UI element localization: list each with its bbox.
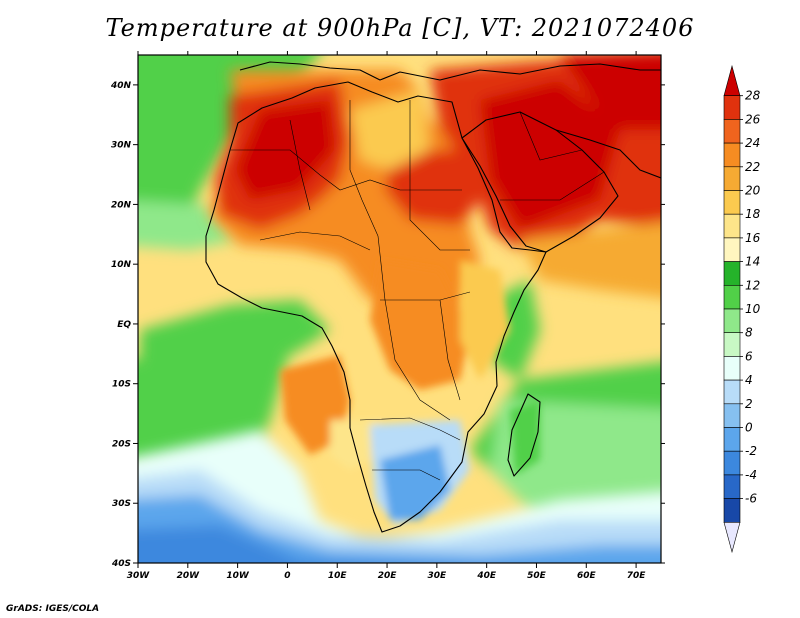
colorbar-swatch	[723, 427, 741, 452]
lon-label: 10W	[226, 571, 250, 581]
lat-label: 30S	[112, 499, 131, 509]
africa-coastline	[205, 81, 547, 533]
colorbar-swatch-bottom	[723, 521, 741, 554]
lat-label: 20N	[111, 200, 132, 210]
lat-label: 10S	[112, 380, 131, 390]
lon-label: 20E	[378, 571, 398, 581]
colorbar-label: 8	[745, 326, 753, 340]
lat-label: 40S	[111, 559, 131, 569]
colorbar-swatch	[723, 119, 741, 144]
colorbar-label: 12	[745, 278, 760, 292]
temperature-field	[138, 55, 661, 563]
colorbar-swatch	[723, 498, 741, 523]
colorbar-swatch	[723, 95, 741, 120]
lat-label: 20S	[112, 439, 131, 449]
lon-label: 0	[284, 571, 290, 581]
coastlines	[205, 61, 661, 533]
colorbar-swatch	[723, 332, 741, 357]
colorbar-swatch	[723, 450, 741, 476]
colorbar-label: -4	[745, 468, 757, 482]
country-borders	[230, 100, 605, 481]
field-southern-ocean-blue	[138, 495, 661, 563]
colorbar-label: 22	[745, 160, 760, 174]
map-title: Temperature at 900hPa [C], VT: 202107240…	[105, 14, 695, 42]
colorbar-swatch	[723, 237, 741, 262]
colorbar-swatch-top	[723, 64, 741, 96]
colorbar-swatch	[723, 403, 741, 428]
longitude-axis: 30W 20W 10W 0 10E 20E 30E 40E 50E 60E 70E	[127, 51, 647, 581]
colorbar-label: 4	[745, 373, 753, 387]
lon-label: 50E	[527, 571, 547, 581]
colorbar-label: 20	[745, 184, 761, 198]
colorbar-label: 26	[745, 112, 761, 126]
colorbar-label: 24	[745, 136, 760, 150]
field-southern-africa-blue	[380, 445, 450, 520]
field-arabian-sea-orange	[520, 222, 661, 298]
colorbar-label: 28	[745, 89, 761, 103]
plot-frame	[137, 54, 662, 564]
lat-label: EQ	[117, 320, 131, 330]
madagascar-coastline	[507, 393, 541, 477]
colorbar-swatch	[723, 356, 741, 381]
iran-coastline	[555, 129, 661, 179]
colorbar-swatch	[723, 213, 741, 239]
lon-label: 10E	[328, 571, 348, 581]
colorbar-swatch	[723, 379, 741, 405]
colorbar-label: 14	[745, 255, 760, 269]
field-sudan-red	[385, 150, 480, 225]
europe-coastline	[239, 61, 661, 81]
field-congo-orange	[370, 260, 470, 390]
lon-label: 40E	[476, 571, 497, 581]
colorbar-label: -6	[745, 492, 757, 506]
lon-label: 70E	[627, 571, 647, 581]
colorbar-label: -2	[745, 444, 757, 458]
latitude-axis: 40N 30N 20N 10N EQ 10S 20S 30S 40S	[110, 81, 665, 569]
grads-credit: GrADS: IGES/COLA	[6, 604, 100, 614]
colorbar-swatch	[723, 142, 741, 168]
field-east-highlands-yellow	[460, 260, 510, 380]
colorbar-swatch	[723, 261, 741, 286]
colorbar-label: 10	[745, 302, 761, 316]
colorbar-swatch	[723, 166, 741, 191]
lon-label: 30W	[127, 571, 151, 581]
lon-label: 30E	[428, 571, 448, 581]
colorbar-label: 6	[745, 349, 753, 363]
lon-label: 20W	[177, 571, 201, 581]
lat-label: 40N	[110, 81, 132, 91]
field-iran-deep-red	[560, 55, 661, 130]
lat-label: 10N	[111, 260, 132, 270]
lon-label: 60E	[577, 571, 597, 581]
field-arabia-deep-red	[480, 80, 620, 230]
colorbar-label: 16	[745, 231, 761, 245]
colorbar-swatch	[723, 190, 741, 215]
field-southern-ocean-deep-blue	[138, 525, 376, 563]
colorbar-label: 0	[745, 421, 753, 435]
colorbar-label: 2	[745, 397, 753, 411]
colorbar-swatch	[723, 284, 741, 310]
arabia-coastline	[461, 111, 619, 253]
colorbar-label: 18	[745, 207, 761, 221]
colorbar-swatch	[723, 474, 741, 499]
colorbar-swatch	[723, 308, 741, 334]
lat-label: 30N	[111, 141, 132, 151]
